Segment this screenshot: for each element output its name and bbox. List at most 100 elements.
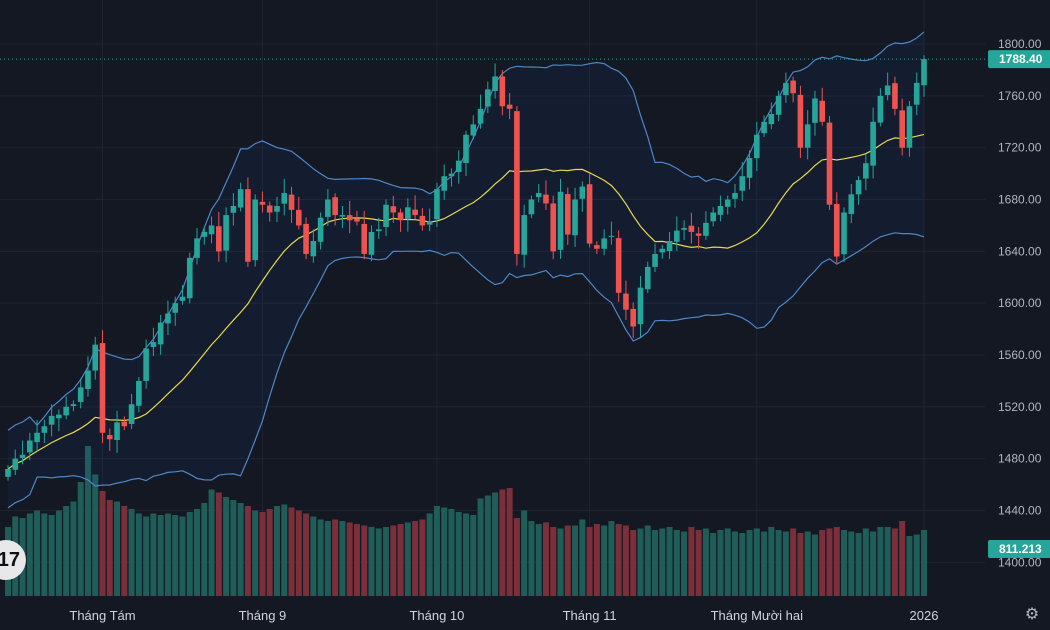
volume-bar bbox=[753, 528, 760, 596]
candle bbox=[12, 449, 19, 475]
candle-body bbox=[412, 209, 418, 216]
candle bbox=[405, 198, 411, 232]
candle-body bbox=[550, 203, 557, 252]
volume-bar bbox=[34, 510, 41, 596]
volume-bar bbox=[186, 512, 193, 596]
candle bbox=[390, 195, 397, 223]
candle-body bbox=[266, 205, 273, 213]
price-tick-label: 1640.00 bbox=[998, 244, 1042, 258]
candle-body bbox=[281, 193, 288, 204]
volume-bar bbox=[761, 531, 768, 596]
price-axis[interactable]: 1800.00 1760.00 1720.00 1680.00 1640.00 1600.… bbox=[998, 37, 1042, 569]
candle-body bbox=[70, 404, 77, 407]
candle-body bbox=[564, 194, 571, 235]
volume-bar bbox=[724, 528, 731, 596]
candle bbox=[106, 428, 113, 451]
candle bbox=[99, 330, 106, 444]
candle-body bbox=[572, 199, 578, 236]
volume-bar bbox=[673, 530, 680, 596]
candle bbox=[34, 419, 40, 452]
candle bbox=[317, 212, 324, 250]
candle-body bbox=[157, 322, 164, 345]
candle bbox=[332, 193, 338, 226]
candle bbox=[157, 314, 164, 355]
candle bbox=[114, 410, 120, 453]
volume-bar bbox=[855, 533, 862, 596]
candle-body bbox=[790, 80, 796, 94]
candle-body bbox=[703, 222, 709, 236]
candle bbox=[586, 173, 593, 248]
volume-bar bbox=[513, 518, 520, 596]
price-tick-label: 1560.00 bbox=[998, 348, 1042, 362]
candle-body bbox=[383, 204, 389, 227]
volume-bar bbox=[346, 522, 353, 596]
candle-body bbox=[237, 189, 244, 208]
candle bbox=[186, 252, 193, 304]
volume-bar bbox=[295, 510, 302, 596]
candle-body bbox=[579, 186, 586, 199]
candle bbox=[121, 416, 128, 431]
candle-body bbox=[325, 199, 331, 217]
candle bbox=[252, 194, 258, 267]
volume-bar bbox=[419, 519, 426, 596]
candle-body bbox=[659, 248, 666, 253]
candle bbox=[485, 81, 491, 113]
candle-body bbox=[863, 163, 869, 179]
candle-body bbox=[724, 199, 731, 207]
candle-body bbox=[674, 230, 680, 242]
candle bbox=[310, 229, 317, 263]
time-axis[interactable]: Tháng Tám Tháng 9 Tháng 10 Tháng 11 Tháng Mư… bbox=[69, 608, 938, 623]
candle bbox=[172, 296, 179, 326]
volume-bar bbox=[877, 527, 884, 596]
candle bbox=[921, 55, 927, 97]
candle bbox=[325, 189, 331, 226]
candle bbox=[594, 241, 600, 254]
candle bbox=[601, 229, 607, 256]
volume-bar bbox=[499, 489, 506, 596]
volume-bar bbox=[921, 530, 927, 596]
candle bbox=[804, 110, 811, 160]
time-tick-label: Tháng 11 bbox=[563, 608, 617, 623]
candle bbox=[768, 102, 775, 130]
price-tick-label: 1600.00 bbox=[998, 296, 1042, 310]
volume-bar bbox=[790, 528, 797, 596]
volume-bar bbox=[775, 530, 782, 596]
candle-body bbox=[27, 440, 33, 453]
volume-bar bbox=[797, 533, 804, 596]
volume-bar bbox=[252, 510, 259, 596]
candle-body bbox=[855, 180, 862, 195]
candle bbox=[303, 217, 309, 260]
volume-bar bbox=[891, 528, 898, 596]
candle-body bbox=[310, 240, 317, 257]
volume-bar bbox=[484, 495, 491, 596]
volume-bar bbox=[179, 516, 186, 596]
candle-body bbox=[819, 100, 826, 122]
candle-body bbox=[56, 414, 62, 419]
volume-bar bbox=[848, 531, 855, 596]
volume-bar bbox=[390, 525, 397, 596]
candle-body bbox=[223, 215, 229, 251]
price-tick-label: 1680.00 bbox=[998, 193, 1042, 207]
candle bbox=[426, 208, 433, 232]
candle-body bbox=[761, 121, 767, 134]
candle-body bbox=[848, 194, 855, 215]
candle bbox=[419, 208, 426, 231]
volume-bar bbox=[717, 530, 724, 596]
candle-body bbox=[375, 229, 382, 232]
volume-bar bbox=[841, 530, 848, 596]
candle-body bbox=[5, 469, 11, 477]
candle-body bbox=[739, 176, 746, 191]
volume-bar bbox=[164, 513, 171, 596]
volume-bar bbox=[259, 512, 266, 596]
candle bbox=[710, 207, 716, 227]
settings-gear-icon[interactable]: ⚙ bbox=[1024, 606, 1040, 623]
candle bbox=[354, 210, 360, 226]
candle bbox=[448, 168, 455, 187]
candle-body bbox=[812, 98, 818, 123]
candle-body bbox=[485, 89, 491, 107]
candle bbox=[666, 231, 673, 259]
candle-body bbox=[34, 432, 40, 443]
candle bbox=[216, 211, 222, 262]
candle-body bbox=[143, 348, 149, 381]
